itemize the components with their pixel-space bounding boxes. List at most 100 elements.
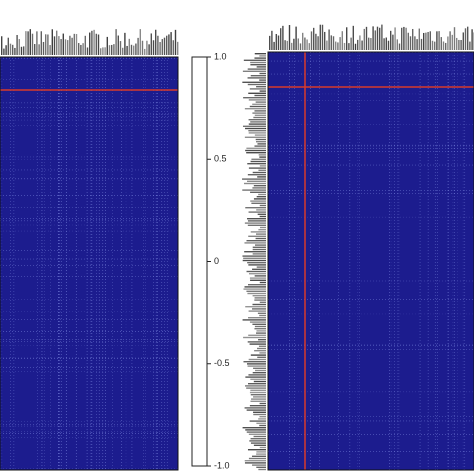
label-glyphs xyxy=(242,427,266,429)
label-glyphs xyxy=(242,70,266,72)
label-glyphs xyxy=(95,33,97,55)
label-glyphs xyxy=(246,147,266,149)
label-glyphs xyxy=(245,376,266,378)
label-glyphs xyxy=(248,374,266,376)
label-glyphs xyxy=(368,37,370,50)
label-glyphs xyxy=(122,47,124,55)
label-glyphs xyxy=(256,141,266,143)
left-heatmap xyxy=(0,29,179,471)
label-glyphs xyxy=(245,149,266,152)
label-glyphs xyxy=(144,48,146,55)
label-glyphs xyxy=(108,45,111,55)
label-glyphs xyxy=(425,32,427,50)
label-glyphs xyxy=(392,34,394,50)
label-glyphs xyxy=(45,34,47,55)
label-glyphs xyxy=(249,343,266,345)
label-glyphs xyxy=(259,301,266,303)
label-glyphs xyxy=(259,226,266,229)
label-glyphs xyxy=(259,281,266,284)
label-glyphs xyxy=(174,29,177,55)
label-glyphs xyxy=(250,61,266,64)
label-glyphs xyxy=(245,385,266,387)
label-glyphs xyxy=(299,43,302,50)
label-glyphs xyxy=(414,36,416,50)
label-glyphs xyxy=(252,253,266,255)
label-glyphs xyxy=(163,37,166,55)
label-glyphs xyxy=(453,27,456,50)
label-glyphs xyxy=(254,299,266,301)
label-glyphs xyxy=(256,233,266,235)
label-glyphs xyxy=(254,134,266,136)
label-glyphs xyxy=(407,32,409,50)
label-glyphs xyxy=(258,345,266,347)
label-glyphs xyxy=(247,284,266,286)
label-glyphs xyxy=(115,29,117,55)
label-glyphs xyxy=(243,361,266,363)
label-glyphs xyxy=(146,40,148,55)
label-glyphs xyxy=(259,424,266,427)
label-glyphs xyxy=(253,198,266,200)
label-glyphs xyxy=(256,453,266,455)
label-glyphs xyxy=(67,40,69,55)
label-glyphs xyxy=(332,36,335,50)
label-glyphs xyxy=(418,28,420,50)
label-glyphs xyxy=(254,297,266,299)
label-glyphs xyxy=(166,35,168,55)
label-glyphs xyxy=(250,442,266,444)
label-glyphs xyxy=(249,420,266,422)
label-glyphs xyxy=(297,38,299,50)
label-glyphs xyxy=(284,40,286,50)
label-glyphs xyxy=(254,275,266,277)
label-glyphs xyxy=(1,36,3,55)
label-glyphs xyxy=(245,429,266,431)
label-glyphs xyxy=(394,27,396,50)
label-glyphs xyxy=(258,154,266,156)
label-glyphs xyxy=(247,341,266,343)
label-glyphs xyxy=(150,33,152,55)
label-glyphs xyxy=(381,24,383,50)
label-glyphs xyxy=(247,83,266,86)
label-glyphs xyxy=(396,39,398,50)
label-glyphs xyxy=(51,29,53,55)
label-glyphs xyxy=(256,422,266,424)
label-glyphs xyxy=(245,207,266,209)
label-glyphs xyxy=(280,28,282,50)
label-glyphs xyxy=(416,39,418,50)
label-glyphs xyxy=(259,55,266,57)
label-glyphs xyxy=(246,152,266,154)
label-glyphs xyxy=(385,37,387,50)
label-glyphs xyxy=(254,94,266,97)
label-glyphs xyxy=(348,43,350,50)
label-glyphs xyxy=(259,165,266,167)
label-glyphs xyxy=(374,30,376,50)
label-glyphs xyxy=(248,123,266,125)
label-glyphs xyxy=(252,248,266,251)
label-glyphs xyxy=(248,317,266,319)
label-glyphs xyxy=(254,57,266,59)
label-glyphs xyxy=(256,332,266,334)
label-glyphs xyxy=(246,290,266,292)
label-glyphs xyxy=(9,43,12,55)
label-glyphs xyxy=(253,435,266,438)
label-glyphs xyxy=(253,444,266,446)
label-glyphs xyxy=(252,103,266,105)
label-glyphs xyxy=(128,38,130,55)
label-glyphs xyxy=(97,34,100,55)
label-glyphs xyxy=(271,30,273,50)
label-glyphs xyxy=(135,43,137,55)
label-glyphs xyxy=(258,169,266,171)
label-glyphs xyxy=(434,41,436,50)
label-glyphs xyxy=(258,229,266,231)
label-glyphs xyxy=(29,29,31,55)
label-glyphs xyxy=(341,31,343,50)
label-glyphs xyxy=(427,31,429,50)
label-glyphs xyxy=(447,36,449,50)
label-glyphs xyxy=(244,242,266,244)
label-glyphs xyxy=(62,33,64,55)
label-glyphs xyxy=(243,97,266,99)
label-glyphs xyxy=(304,37,306,50)
label-glyphs xyxy=(248,92,266,94)
label-glyphs xyxy=(248,99,266,101)
label-glyphs xyxy=(460,40,462,50)
label-glyphs xyxy=(252,246,266,248)
